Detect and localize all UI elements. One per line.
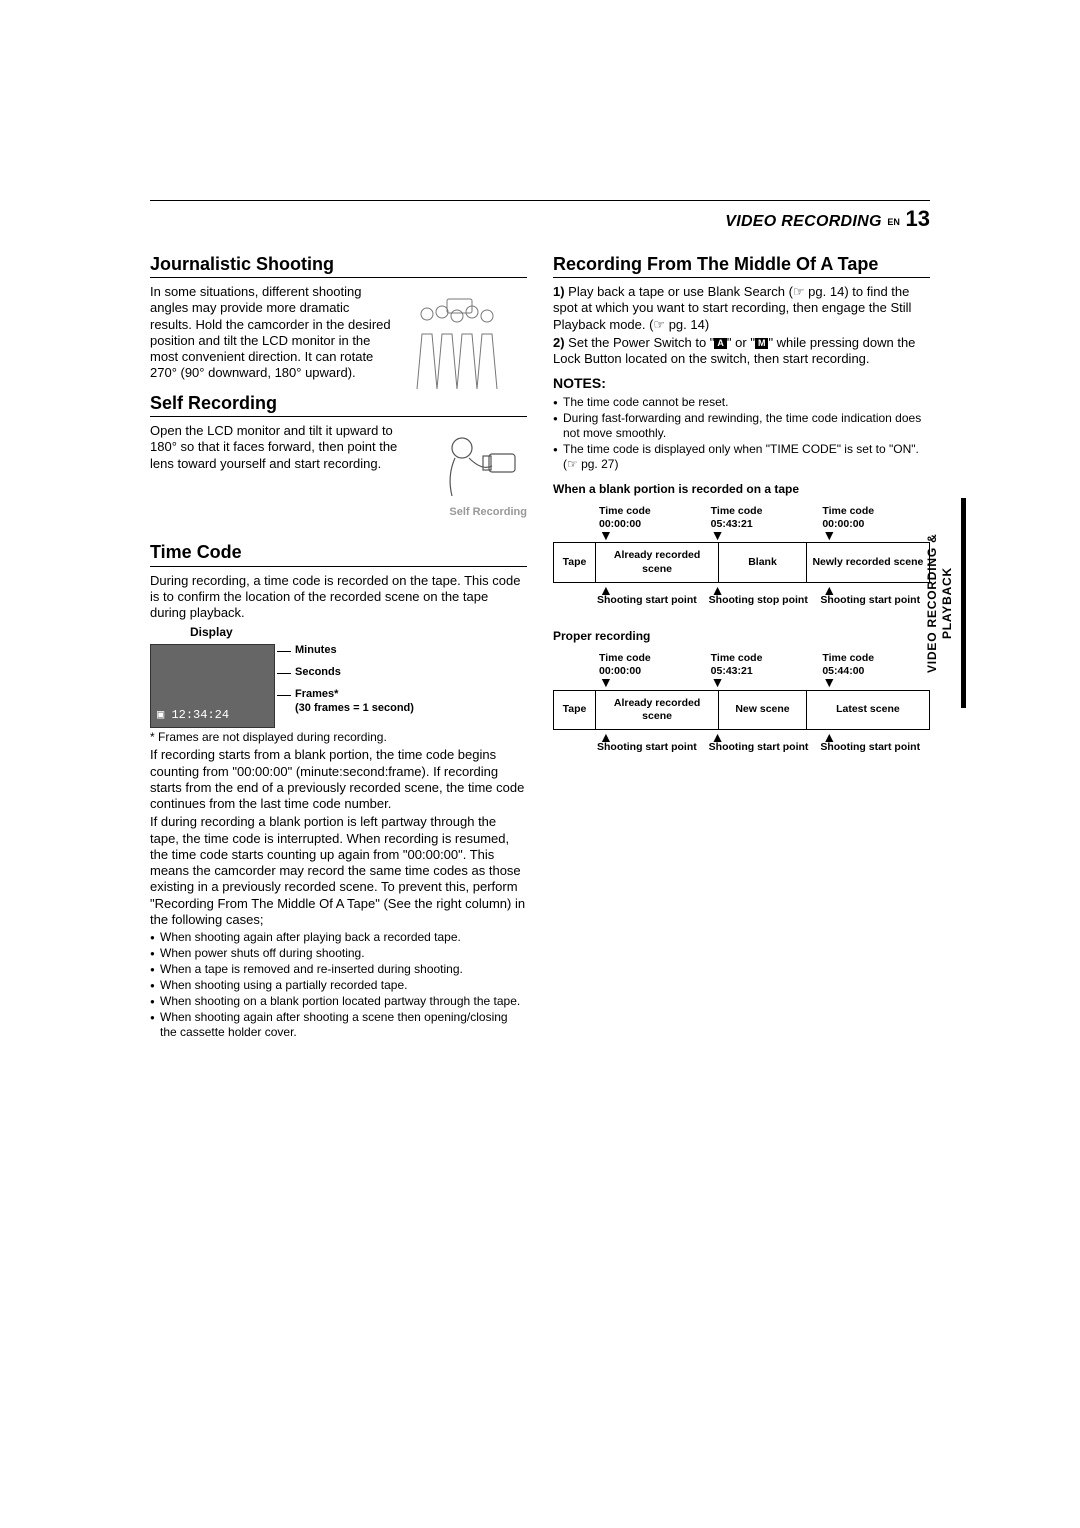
pt: Shooting stop point	[707, 594, 819, 607]
mode-a-icon: A	[714, 338, 727, 349]
selfrec-illustration: Self Recording	[407, 423, 527, 523]
header-page: 13	[906, 206, 930, 231]
timecode-p2: If during recording a blank portion is l…	[150, 814, 527, 928]
rule	[553, 277, 930, 278]
recmid-title: Recording From The Middle Of A Tape	[553, 253, 930, 276]
note: The time code is displayed only when "TI…	[553, 442, 930, 472]
pt: Shooting start point	[595, 741, 707, 754]
header-title: VIDEO RECORDING	[725, 213, 882, 230]
label-seconds: Seconds	[295, 666, 414, 680]
notes-list: The time code cannot be reset. During fa…	[553, 395, 930, 472]
rule	[150, 566, 527, 567]
seg-new: New scene	[719, 690, 807, 730]
selfrec-caption: Self Recording	[407, 506, 527, 520]
display-diagram: ▣ 12:34:24 Minutes Seconds Frames*(30 fr…	[150, 644, 527, 728]
display-label: Display	[190, 625, 527, 640]
label-minutes: Minutes	[295, 644, 414, 658]
frames-footnote: * Frames are not displayed during record…	[150, 730, 527, 745]
header-lang: EN	[887, 217, 900, 227]
mode-m-icon: M	[755, 338, 769, 349]
label-frames: Frames*(30 frames = 1 second)	[295, 688, 414, 716]
tape-label: Tape	[553, 690, 595, 730]
seg-already: Already recorded scene	[595, 542, 719, 582]
journalistic-title: Journalistic Shooting	[150, 253, 527, 276]
bullet: When shooting using a partially recorded…	[150, 978, 527, 993]
bullet: When shooting again after playing back a…	[150, 930, 527, 945]
bullet: When a tape is removed and re-inserted d…	[150, 962, 527, 977]
left-column: Journalistic Shooting In some situations…	[150, 247, 527, 1042]
top-rule	[150, 200, 930, 201]
rule	[150, 416, 527, 417]
seg-already: Already recorded scene	[595, 690, 719, 730]
timecode-title: Time Code	[150, 541, 527, 564]
notes-heading: NOTES:	[553, 375, 930, 393]
tape-label: Tape	[553, 542, 595, 582]
timecode-intro: During recording, a time code is recorde…	[150, 573, 527, 622]
lcd-labels: Minutes Seconds Frames*(30 frames = 1 se…	[275, 644, 414, 728]
page-header: VIDEO RECORDING EN 13	[150, 205, 930, 233]
right-column: Recording From The Middle Of A Tape 1) P…	[553, 247, 930, 1042]
seg-blank: Blank	[719, 542, 807, 582]
rule	[150, 277, 527, 278]
crowd-illustration	[397, 284, 527, 404]
pt: Shooting start point	[818, 594, 930, 607]
pt: Shooting start point	[595, 594, 707, 607]
seg-latest: Latest scene	[807, 690, 930, 730]
step1: 1) Play back a tape or use Blank Search …	[553, 284, 930, 333]
timecode-p1: If recording starts from a blank portion…	[150, 747, 527, 812]
diagram-blank: Time code00:00:00 Time code05:43:21 Time…	[553, 505, 930, 607]
note: The time code cannot be reset.	[553, 395, 930, 410]
blank-title: When a blank portion is recorded on a ta…	[553, 482, 930, 497]
step2: 2) Set the Power Switch to "A" or "M" wh…	[553, 335, 930, 368]
proper-title: Proper recording	[553, 629, 930, 644]
pt: Shooting start point	[707, 741, 819, 754]
seg-new: Newly recorded scene	[807, 542, 930, 582]
pt: Shooting start point	[818, 741, 930, 754]
timecode-bullets: When shooting again after playing back a…	[150, 930, 527, 1040]
lcd-value: 12:34:24	[171, 708, 229, 722]
bullet: When shooting on a blank portion located…	[150, 994, 527, 1009]
lcd-screen: ▣ 12:34:24	[150, 644, 275, 728]
bullet: When shooting again after shooting a sce…	[150, 1010, 527, 1040]
note: During fast-forwarding and rewinding, th…	[553, 411, 930, 441]
bullet: When power shuts off during shooting.	[150, 946, 527, 961]
section-tab: VIDEO RECORDING & PLAYBACK	[925, 498, 966, 708]
diagram-proper: Time code00:00:00 Time code05:43:21 Time…	[553, 652, 930, 754]
